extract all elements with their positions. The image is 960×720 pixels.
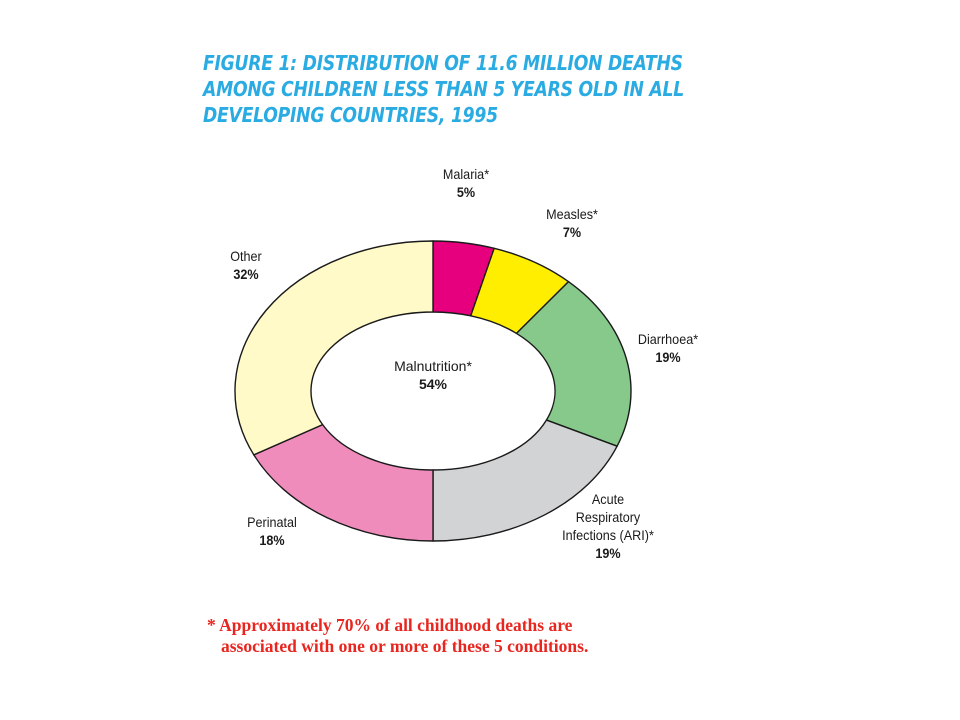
slice-name-ari-line-2: Respiratory <box>575 509 641 525</box>
slice-name-diarrhoea: Diarrhoea* <box>637 331 699 347</box>
slice-name-other: Other <box>230 248 262 264</box>
title-line-3: DEVELOPING COUNTRIES, 1995 <box>203 103 498 127</box>
slice-value-other: 32% <box>233 266 259 282</box>
footnote: * Approximately 70% of all childhood dea… <box>207 615 588 657</box>
slice-diarrhoea <box>515 280 632 447</box>
slice-name-measles: Measles* <box>546 206 598 222</box>
center-name: Malnutrition* <box>394 358 472 374</box>
slice-label-ari: Acute Respiratory Infections (ARI)* 19% <box>552 490 664 562</box>
slice-value-measles: 7% <box>562 224 582 240</box>
slice-value-diarrhoea: 19% <box>655 349 681 365</box>
slice-value-perinatal: 18% <box>259 532 285 548</box>
title-line-2: AMONG CHILDREN LESS THAN 5 YEARS OLD IN … <box>203 77 684 101</box>
center-label-malnutrition: Malnutrition* 54% <box>353 357 513 393</box>
slice-ari <box>432 419 618 542</box>
slice-label-perinatal: Perinatal 18% <box>236 513 308 549</box>
slice-value-malaria: 5% <box>456 184 476 200</box>
slice-label-malaria: Malaria* 5% <box>439 165 493 201</box>
footnote-line-1: * Approximately 70% of all childhood dea… <box>207 615 573 635</box>
figure-title: FIGURE 1: DISTRIBUTION OF 11.6 MILLION D… <box>203 50 684 128</box>
slice-label-measles: Measles* 7% <box>541 205 604 241</box>
slice-perinatal <box>253 423 434 542</box>
slice-label-other: Other 32% <box>223 247 270 283</box>
slice-label-diarrhoea: Diarrhoea* 19% <box>632 330 704 366</box>
footnote-line-2: associated with one or more of these 5 c… <box>221 636 589 656</box>
center-value: 54% <box>418 376 448 392</box>
title-line-1: FIGURE 1: DISTRIBUTION OF 11.6 MILLION D… <box>203 51 683 75</box>
slice-name-malaria: Malaria* <box>442 166 490 182</box>
slice-name-ari-line-1: Acute <box>591 491 625 507</box>
slice-value-ari: 19% <box>595 545 621 561</box>
slice-name-ari-line-3: Infections (ARI)* <box>562 527 654 543</box>
slice-other <box>234 240 434 456</box>
slice-name-perinatal: Perinatal <box>247 514 297 530</box>
